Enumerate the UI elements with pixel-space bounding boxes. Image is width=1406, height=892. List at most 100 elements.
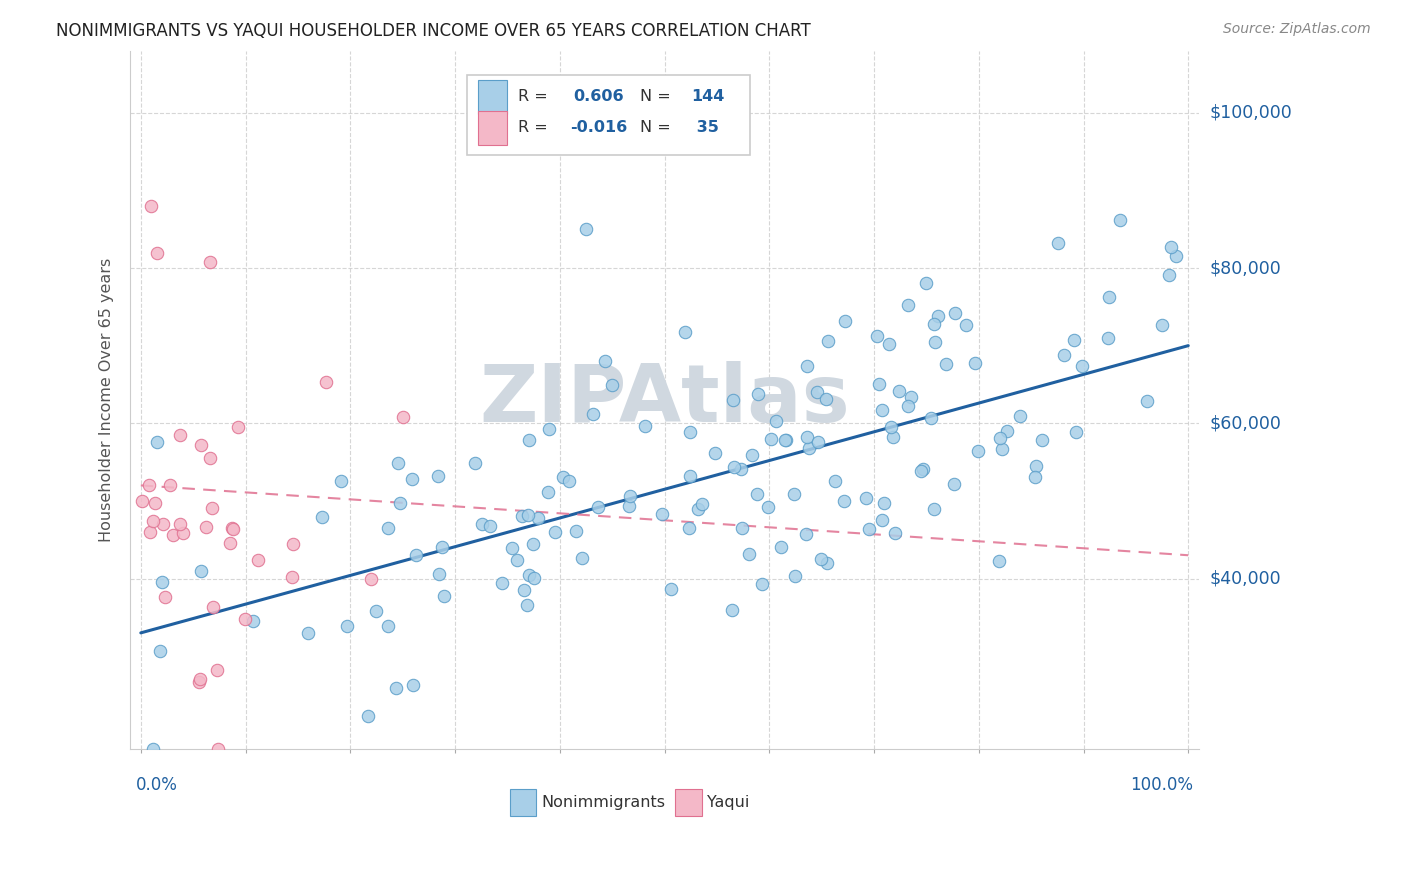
Point [1109, 213, 1132, 227]
Point [991, 442, 1014, 456]
Point [523, 571, 546, 585]
Point [912, 462, 935, 476]
Point [522, 536, 544, 550]
Point [1152, 318, 1174, 332]
Point [824, 474, 846, 488]
Point [963, 356, 986, 370]
Point [159, 478, 181, 492]
Point [360, 572, 382, 586]
Point [966, 443, 988, 458]
Point [551, 470, 574, 484]
Point [619, 499, 641, 513]
Point [377, 619, 399, 633]
Point [927, 309, 949, 323]
Point [900, 390, 922, 404]
Point [785, 569, 807, 583]
Point [221, 522, 243, 536]
Point [1053, 348, 1076, 362]
Point [538, 422, 561, 436]
Point [747, 387, 769, 401]
Point [747, 487, 769, 501]
Point [995, 424, 1018, 438]
Point [172, 526, 194, 541]
Point [433, 589, 456, 603]
Point [955, 318, 977, 333]
Point [162, 528, 184, 542]
Point [730, 462, 752, 476]
Point [866, 328, 889, 343]
Point [942, 477, 965, 491]
Point [765, 414, 787, 428]
Point [910, 465, 932, 479]
Point [690, 497, 713, 511]
Point [330, 474, 353, 488]
Point [401, 472, 423, 486]
Point [920, 411, 942, 425]
Point [471, 516, 494, 531]
Point [517, 508, 540, 522]
Point [686, 501, 709, 516]
Point [1098, 290, 1121, 304]
Point [738, 547, 761, 561]
Point [619, 489, 641, 503]
Point [377, 521, 399, 535]
Point [219, 536, 242, 550]
Point [315, 375, 337, 389]
Point [1071, 359, 1094, 373]
Point [131, 494, 153, 508]
Point [571, 551, 593, 566]
Text: N =: N = [640, 88, 676, 103]
Point [858, 522, 880, 536]
Point [807, 434, 830, 449]
Point [145, 245, 167, 260]
Point [770, 540, 793, 554]
Point [887, 384, 910, 398]
Point [427, 567, 450, 582]
Point [806, 385, 828, 400]
Point [659, 582, 682, 596]
Point [794, 526, 817, 541]
Bar [675, 789, 702, 815]
Point [1164, 249, 1187, 263]
Point [1025, 459, 1047, 474]
Point [872, 496, 894, 510]
Text: $40,000: $40,000 [1209, 569, 1281, 588]
Point [815, 392, 838, 406]
Point [796, 359, 818, 373]
Point [945, 306, 967, 320]
Point [775, 433, 797, 447]
Point [153, 590, 176, 604]
Point [190, 565, 212, 579]
Point [877, 337, 900, 351]
Point [221, 521, 243, 535]
Point [1097, 331, 1119, 345]
Point [868, 376, 890, 391]
Point [169, 517, 191, 532]
Point [924, 502, 946, 516]
Point [832, 493, 855, 508]
Point [600, 378, 623, 392]
Point [855, 491, 877, 505]
Point [796, 430, 818, 444]
Point [405, 548, 427, 562]
Text: Source: ZipAtlas.com: Source: ZipAtlas.com [1223, 22, 1371, 37]
Point [233, 612, 256, 626]
Text: R =: R = [519, 88, 553, 103]
Point [384, 681, 406, 695]
Point [142, 742, 165, 756]
Point [1136, 393, 1159, 408]
Text: N =: N = [640, 120, 676, 135]
Point [149, 644, 172, 658]
Point [703, 446, 725, 460]
Point [1031, 433, 1053, 447]
Point [924, 334, 946, 349]
Point [142, 515, 165, 529]
Text: $100,000: $100,000 [1209, 103, 1292, 122]
Point [512, 582, 534, 597]
Point [194, 520, 217, 534]
Point [582, 407, 605, 421]
Point [190, 438, 212, 452]
Point [207, 742, 229, 756]
Point [201, 600, 224, 615]
Text: R =: R = [519, 120, 553, 135]
